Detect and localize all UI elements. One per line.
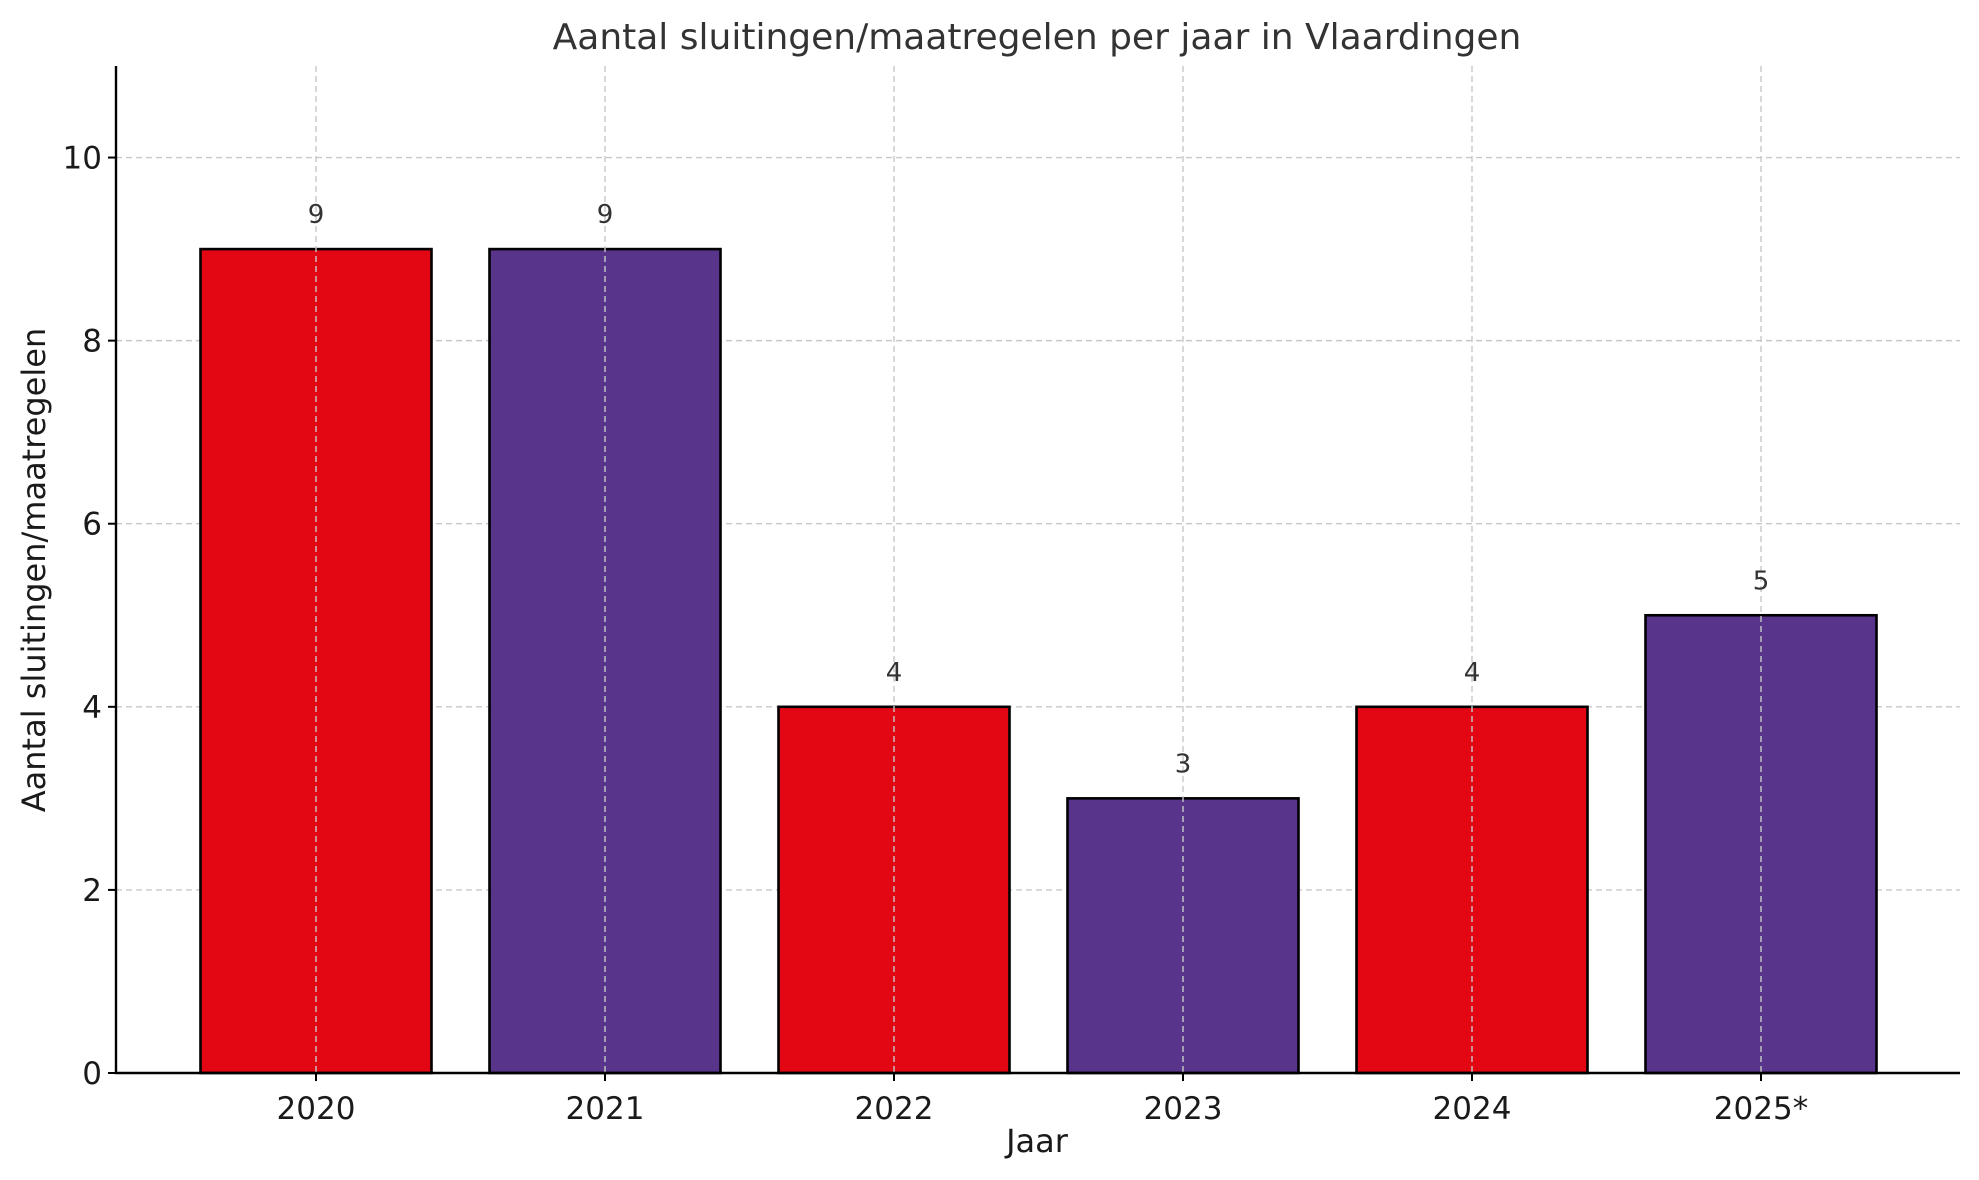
x-tick-label: 2022: [855, 1091, 934, 1127]
x-tick-label: 2020: [277, 1091, 356, 1127]
x-tick-label: 2025*: [1714, 1091, 1808, 1127]
value-label: 4: [1464, 658, 1481, 688]
y-tick-label: 0: [82, 1056, 102, 1092]
axes: [108, 66, 1960, 1081]
x-axis-title: Jaar: [1004, 1122, 1069, 1160]
x-tick-label: 2023: [1144, 1091, 1223, 1127]
value-label: 3: [1175, 749, 1192, 779]
y-tick-label: 10: [63, 141, 102, 177]
bar-2025*: [1644, 613, 1878, 1075]
chart-title: Aantal sluitingen/maatregelen per jaar i…: [553, 17, 1522, 58]
value-label: 9: [308, 200, 325, 230]
bars: [199, 66, 1878, 1075]
y-axis-title: Aantal sluitingen/maatregelen: [15, 328, 53, 812]
x-tick-label: 2021: [566, 1091, 645, 1127]
x-tick-label: 2024: [1433, 1091, 1512, 1127]
value-label: 9: [597, 200, 614, 230]
gridlines: [116, 156, 1960, 891]
y-tick-label: 2: [82, 873, 102, 909]
y-tick-label: 8: [82, 324, 102, 360]
labels: 0 2 4 6 8 10 2020 2021 2022 2023 2024 2025* 9 9 4 3 4 5: [63, 141, 1809, 1127]
value-label: 4: [886, 658, 903, 688]
value-label: 5: [1753, 566, 1770, 596]
y-tick-label: 4: [82, 690, 102, 726]
y-tick-label: 6: [82, 507, 102, 543]
